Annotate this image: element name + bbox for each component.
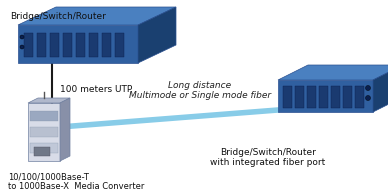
Polygon shape (355, 86, 364, 108)
Text: 10/100/1000Base-T
to 1000Base-X  Media Converter: 10/100/1000Base-T to 1000Base-X Media Co… (8, 172, 144, 191)
Polygon shape (60, 98, 70, 161)
Polygon shape (76, 33, 85, 57)
Polygon shape (278, 65, 388, 80)
Polygon shape (30, 111, 58, 121)
Polygon shape (28, 98, 70, 103)
Polygon shape (319, 86, 328, 108)
Polygon shape (138, 7, 176, 63)
Circle shape (365, 86, 371, 90)
Polygon shape (28, 103, 60, 161)
Polygon shape (30, 127, 58, 137)
Polygon shape (89, 33, 98, 57)
Polygon shape (331, 86, 340, 108)
Polygon shape (295, 86, 304, 108)
Text: 100 meters UTP: 100 meters UTP (60, 86, 132, 94)
Polygon shape (18, 7, 176, 25)
Polygon shape (50, 33, 59, 57)
Polygon shape (115, 33, 124, 57)
Polygon shape (30, 143, 58, 153)
Polygon shape (283, 86, 292, 108)
Polygon shape (102, 33, 111, 57)
Polygon shape (373, 65, 388, 112)
Polygon shape (24, 33, 33, 57)
Polygon shape (63, 33, 72, 57)
Circle shape (365, 95, 371, 100)
Polygon shape (278, 80, 373, 112)
Polygon shape (18, 25, 138, 63)
Circle shape (20, 35, 24, 39)
Text: Bridge/Switch/Router
with integrated fiber port: Bridge/Switch/Router with integrated fib… (210, 148, 326, 167)
Circle shape (20, 45, 24, 49)
Polygon shape (343, 86, 352, 108)
Polygon shape (37, 33, 46, 57)
Polygon shape (34, 147, 50, 156)
Text: Long distance
Multimode or Single mode fiber: Long distance Multimode or Single mode f… (129, 81, 271, 100)
Text: Bridge/Switch/Router: Bridge/Switch/Router (10, 12, 106, 21)
Polygon shape (307, 86, 316, 108)
